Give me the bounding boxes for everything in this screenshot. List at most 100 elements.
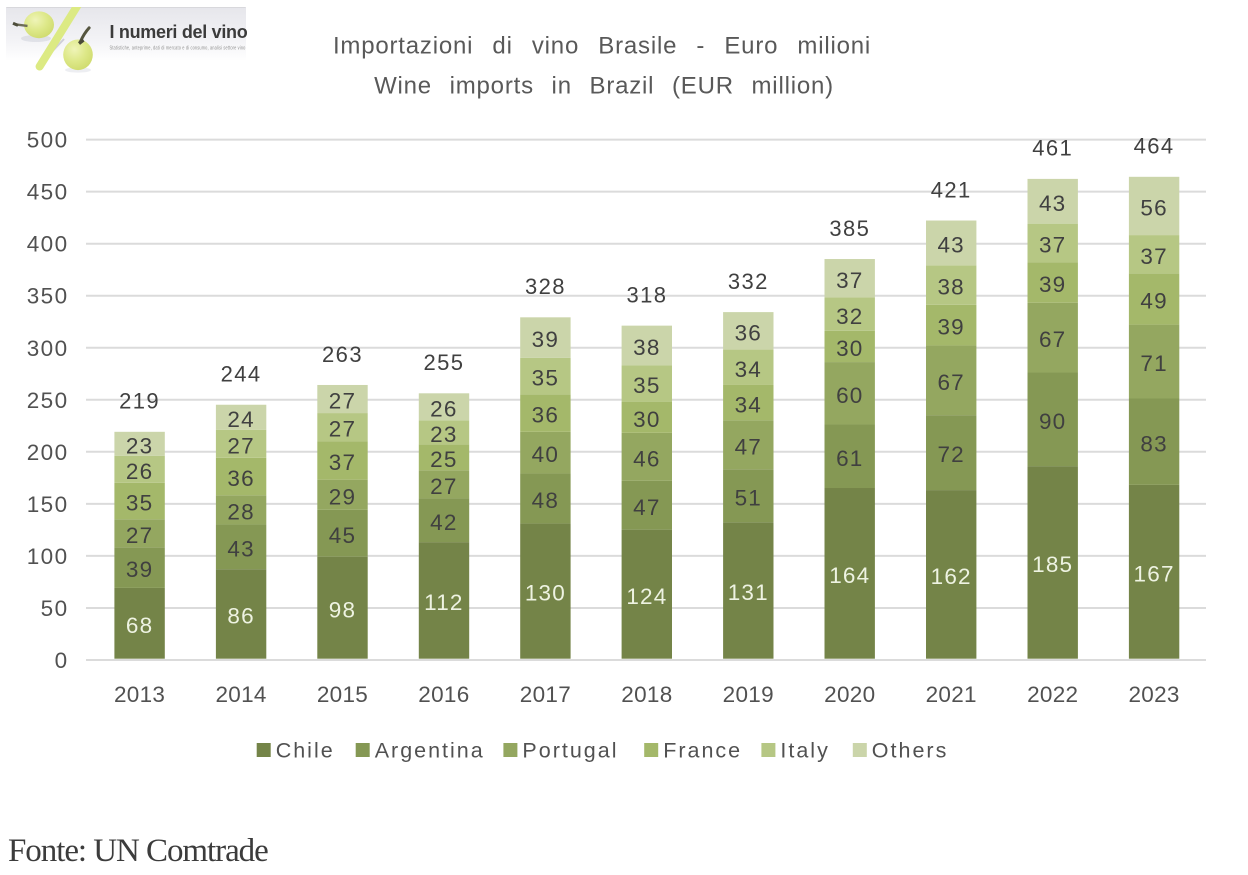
svg-text:35: 35 <box>126 491 153 516</box>
svg-text:263: 263 <box>322 342 363 367</box>
svg-text:130: 130 <box>525 581 566 606</box>
svg-text:Italy: Italy <box>780 739 829 763</box>
svg-text:2019: 2019 <box>723 682 774 707</box>
svg-text:48: 48 <box>532 488 559 513</box>
svg-text:43: 43 <box>937 233 964 258</box>
svg-text:56: 56 <box>1140 196 1167 221</box>
svg-text:2016: 2016 <box>418 682 469 707</box>
svg-text:25: 25 <box>430 447 457 472</box>
svg-text:27: 27 <box>329 417 356 442</box>
svg-text:27: 27 <box>430 474 457 499</box>
svg-text:332: 332 <box>728 269 769 294</box>
svg-text:0: 0 <box>55 648 69 673</box>
svg-text:24: 24 <box>227 407 254 432</box>
svg-text:Portugal: Portugal <box>522 739 618 763</box>
svg-text:30: 30 <box>633 407 660 432</box>
svg-text:2018: 2018 <box>621 682 672 707</box>
svg-text:Statistiche, anteprime, dati d: Statistiche, anteprime, dati di mercato … <box>110 46 246 52</box>
svg-text:36: 36 <box>735 320 762 345</box>
svg-text:328: 328 <box>525 274 566 299</box>
svg-text:35: 35 <box>633 373 660 398</box>
svg-text:61: 61 <box>836 446 863 471</box>
svg-text:42: 42 <box>430 510 457 535</box>
svg-text:350: 350 <box>27 284 69 309</box>
svg-text:France: France <box>663 739 742 763</box>
svg-text:461: 461 <box>1032 136 1073 161</box>
svg-text:27: 27 <box>227 433 254 458</box>
svg-text:421: 421 <box>931 177 972 202</box>
svg-text:162: 162 <box>931 564 972 589</box>
svg-text:83: 83 <box>1140 431 1167 456</box>
svg-text:2023: 2023 <box>1128 682 1179 707</box>
svg-text:72: 72 <box>937 442 964 467</box>
svg-text:51: 51 <box>735 485 762 510</box>
svg-text:200: 200 <box>27 440 69 465</box>
svg-text:131: 131 <box>728 580 769 605</box>
svg-text:34: 34 <box>735 357 762 382</box>
svg-text:50: 50 <box>41 596 69 621</box>
svg-text:32: 32 <box>836 304 863 329</box>
svg-text:67: 67 <box>937 370 964 395</box>
svg-text:2013: 2013 <box>114 682 165 707</box>
svg-text:2021: 2021 <box>926 682 977 707</box>
svg-text:43: 43 <box>227 536 254 561</box>
svg-text:100: 100 <box>27 544 69 569</box>
svg-text:36: 36 <box>532 403 559 428</box>
svg-text:43: 43 <box>1039 191 1066 216</box>
svg-text:300: 300 <box>27 336 69 361</box>
svg-text:29: 29 <box>329 484 356 509</box>
svg-text:Importazioni di vino Brasile: Importazioni di vino Brasile - Euro mili… <box>333 33 871 60</box>
svg-text:2022: 2022 <box>1027 682 1078 707</box>
svg-text:39: 39 <box>126 557 153 582</box>
svg-text:68: 68 <box>126 613 153 638</box>
svg-text:38: 38 <box>633 335 660 360</box>
svg-text:450: 450 <box>27 180 69 205</box>
svg-text:71: 71 <box>1140 351 1167 376</box>
svg-text:385: 385 <box>829 216 870 241</box>
svg-text:39: 39 <box>937 315 964 340</box>
svg-text:40: 40 <box>532 442 559 467</box>
svg-text:2015: 2015 <box>317 682 368 707</box>
svg-text:39: 39 <box>1039 272 1066 297</box>
svg-text:26: 26 <box>126 459 153 484</box>
svg-text:26: 26 <box>430 396 457 421</box>
svg-text:23: 23 <box>126 433 153 458</box>
svg-text:35: 35 <box>532 366 559 391</box>
svg-text:23: 23 <box>430 422 457 447</box>
svg-text:37: 37 <box>329 450 356 475</box>
svg-text:27: 27 <box>126 523 153 548</box>
svg-text:60: 60 <box>836 383 863 408</box>
svg-text:255: 255 <box>423 350 464 375</box>
svg-text:400: 400 <box>27 232 69 257</box>
svg-text:185: 185 <box>1032 552 1073 577</box>
svg-text:Others: Others <box>872 739 949 763</box>
svg-text:47: 47 <box>633 495 660 520</box>
svg-text:90: 90 <box>1039 409 1066 434</box>
svg-text:39: 39 <box>532 327 559 352</box>
svg-text:Wine imports in Brazil (EUR mi: Wine imports in Brazil (EUR million) <box>374 73 834 100</box>
svg-text:167: 167 <box>1134 561 1175 586</box>
svg-text:244: 244 <box>221 362 262 387</box>
svg-text:37: 37 <box>1039 233 1066 258</box>
svg-text:150: 150 <box>27 492 69 517</box>
svg-text:124: 124 <box>626 584 667 609</box>
svg-text:2017: 2017 <box>520 682 571 707</box>
svg-text:45: 45 <box>329 523 356 548</box>
svg-text:47: 47 <box>735 434 762 459</box>
svg-text:112: 112 <box>424 590 463 615</box>
svg-text:28: 28 <box>227 500 254 525</box>
svg-text:38: 38 <box>937 275 964 300</box>
svg-text:2020: 2020 <box>824 682 875 707</box>
svg-text:46: 46 <box>633 446 660 471</box>
svg-text:Chile: Chile <box>276 739 335 763</box>
svg-text:164: 164 <box>829 563 870 588</box>
svg-text:219: 219 <box>119 389 160 414</box>
svg-text:500: 500 <box>27 128 69 153</box>
svg-text:98: 98 <box>329 597 356 622</box>
svg-text:86: 86 <box>227 604 254 629</box>
svg-text:Fonte: UN Comtrade: Fonte: UN Comtrade <box>8 833 268 869</box>
svg-text:318: 318 <box>626 282 667 307</box>
svg-text:67: 67 <box>1039 327 1066 352</box>
svg-text:30: 30 <box>836 336 863 361</box>
svg-text:49: 49 <box>1140 289 1167 314</box>
